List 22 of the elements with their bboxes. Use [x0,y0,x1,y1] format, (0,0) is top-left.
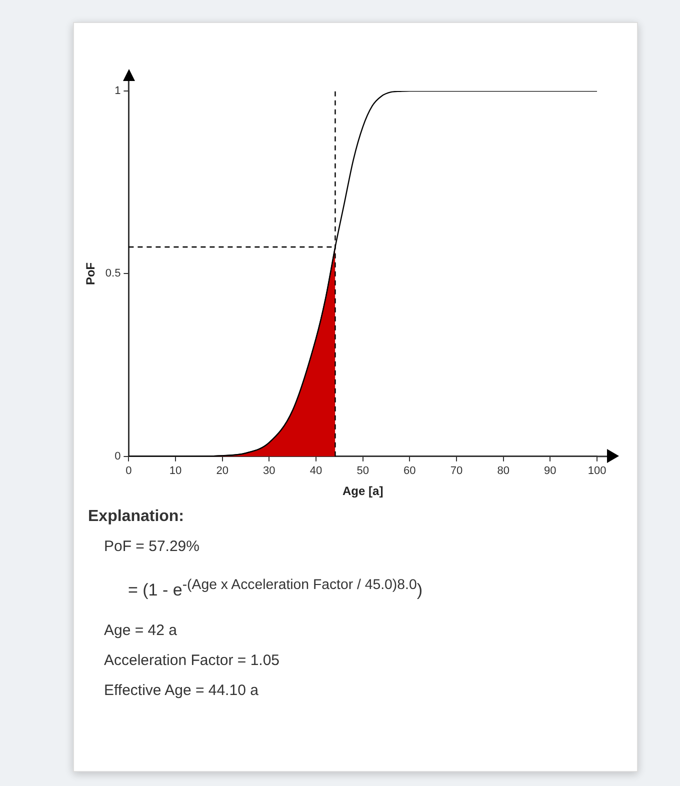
text: Effective Age = 44.10 a [103,680,260,701]
x-tick-label: 100 [588,465,606,478]
x-tick-label: 50 [356,465,369,478]
text: = (1 - e$^{-(Age x Acceleration Factor / 45.0)}$$^{8.0}$) [127,576,423,601]
x-tick-label: 20 [216,465,228,478]
x-tick-label: 80 [497,465,510,478]
x-tick-label: 90 [544,465,556,478]
text: PoF = 57.29% [103,537,200,557]
y-tick-label: 0 [114,450,121,462]
text: Age = 42 a [103,620,178,641]
y-tick-label: 0.5 [105,268,121,280]
x-tick-label: 40 [310,465,322,478]
x-axis-title: Age [a] [342,484,384,498]
x-tick-label: 30 [263,465,276,478]
x-tick-label: 70 [450,465,463,478]
text: Acceleration Factor = 1.05 [103,650,281,671]
y-tick-label: 1 [114,85,121,98]
x-tick-label: 10 [169,465,182,478]
x-tick-label: 0 [126,465,132,478]
x-tick-label: 60 [404,465,416,478]
y-axis-title: PoF [84,262,98,286]
text: Explanation: [88,507,186,527]
